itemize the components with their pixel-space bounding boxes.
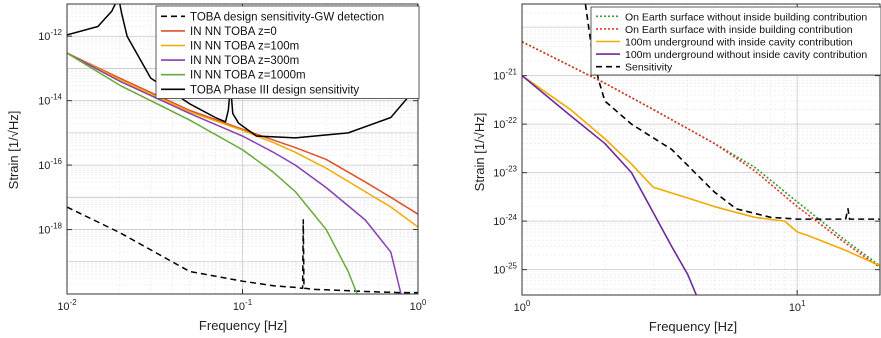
y-tick-label: 10-24 xyxy=(493,213,517,228)
series-line-3 xyxy=(67,52,418,228)
y-tick-label: 10-16 xyxy=(38,157,62,172)
y-axis-label: Strain [1/√Hz] xyxy=(472,113,487,192)
x-tick-label: 100 xyxy=(410,298,427,313)
legend: TOBA design sensitivity-GW detection IN N… xyxy=(155,5,420,99)
legend-label-6: TOBA Phase III design sensitivity xyxy=(190,84,359,96)
legend-label-2: IN NN TOBA z=0 xyxy=(190,26,277,38)
legend: On Earth surface without inside building… xyxy=(590,6,881,76)
legend-box xyxy=(590,6,881,76)
legend-label-5: Sensitivity xyxy=(625,62,673,74)
series-lines xyxy=(522,4,880,295)
x-tick-label: 101 xyxy=(789,299,806,314)
legend-label-1: TOBA design sensitivity-GW detection xyxy=(190,11,384,23)
axes-frame xyxy=(521,3,881,296)
y-tick-label: 10-25 xyxy=(493,262,517,277)
legend-label-1: On Earth surface without inside building… xyxy=(625,11,867,23)
x-tick-label: 100 xyxy=(514,299,531,314)
y-tick-label: 10-23 xyxy=(493,165,517,180)
legend-label-3: IN NN TOBA z=100m xyxy=(190,41,299,53)
series-line-2 xyxy=(67,52,418,215)
series-line-2 xyxy=(522,41,880,269)
x-tick-label: 10-2 xyxy=(57,298,77,313)
x-axis-label: Frequency [Hz] xyxy=(649,319,737,334)
x-tick-label: 10-1 xyxy=(233,298,253,313)
series-line-6 xyxy=(67,4,418,139)
series-line-3 xyxy=(522,74,880,267)
y-tick-label: 10-18 xyxy=(38,222,62,237)
y-tick-label: 10-21 xyxy=(493,68,517,83)
legend-label-3: 100m underground with inside cavity cont… xyxy=(625,37,853,49)
x-axis-label: Frequency [Hz] xyxy=(199,318,287,333)
legend-box xyxy=(155,5,420,99)
series-line-5 xyxy=(67,52,358,294)
y-tick-label: 10-14 xyxy=(38,93,62,108)
legend-label-4: IN NN TOBA z=300m xyxy=(190,55,299,67)
legend-label-4: 100m underground without inside cavity c… xyxy=(625,49,867,61)
series-line-4 xyxy=(67,52,402,294)
legend-label-2: On Earth surface with inside building co… xyxy=(625,24,853,36)
series-lines xyxy=(67,4,418,294)
y-tick-label: 10-12 xyxy=(38,28,62,43)
chart-1: 10-2 10-1 100 10-18 10-16 10-14 10-12 Frequency… xyxy=(6,3,427,333)
y-axis-label: Strain [1/√Hz] xyxy=(6,111,21,190)
chart-2: 100 101 10-25 10-24 10-23 10-22 10-21 Frequency… xyxy=(472,3,881,334)
legend-label-5: IN NN TOBA z=1000m xyxy=(190,70,306,82)
series-line-5 xyxy=(584,4,880,220)
y-tick-label: 10-22 xyxy=(493,116,517,131)
series-line-1 xyxy=(67,206,418,294)
series-line-4 xyxy=(522,75,698,295)
